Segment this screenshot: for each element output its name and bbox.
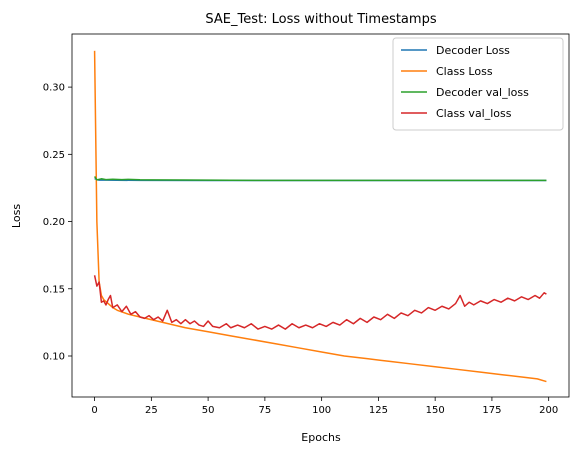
- x-tick-label-0: 0: [91, 405, 97, 416]
- x-tick-label-3: 75: [259, 405, 272, 416]
- x-axis: 0 25 50 75 100 125 150 175 200: [91, 397, 558, 416]
- y-tick-label-1: 0.15: [43, 284, 65, 295]
- x-tick-label-8: 200: [539, 405, 558, 416]
- y-tick-label-0: 0.10: [43, 351, 65, 362]
- legend-label-3: Class val_loss: [436, 107, 512, 120]
- x-tick-label-6: 150: [426, 405, 445, 416]
- legend-label-2: Decoder val_loss: [436, 86, 529, 99]
- x-tick-label-5: 125: [369, 405, 388, 416]
- y-tick-label-2: 0.20: [43, 217, 65, 228]
- x-tick-label-2: 50: [202, 405, 215, 416]
- legend-box: [392, 37, 564, 131]
- chart-title: SAE_Test: Loss without Timestamps: [205, 12, 436, 27]
- x-tick-label-7: 175: [482, 405, 501, 416]
- series-layer: [93, 50, 547, 383]
- legend-label-1: Class Loss: [436, 65, 493, 78]
- y-axis-label: Loss: [10, 204, 23, 228]
- legend-label-0: Decoder Loss: [436, 44, 510, 57]
- x-tick-label-1: 25: [145, 405, 158, 416]
- legend: Decoder Loss Class Loss Decoder val_loss Cl…: [392, 37, 564, 131]
- series-line-2: [93, 176, 547, 182]
- series-line-3: [93, 275, 547, 330]
- y-tick-label-3: 0.25: [43, 150, 65, 161]
- y-tick-label-4: 0.30: [43, 83, 65, 94]
- x-tick-label-4: 100: [312, 405, 331, 416]
- y-axis: 0.10 0.15 0.20 0.25 0.30: [43, 83, 72, 362]
- plot-frame: [71, 33, 570, 398]
- x-axis-label: Epochs: [301, 431, 341, 444]
